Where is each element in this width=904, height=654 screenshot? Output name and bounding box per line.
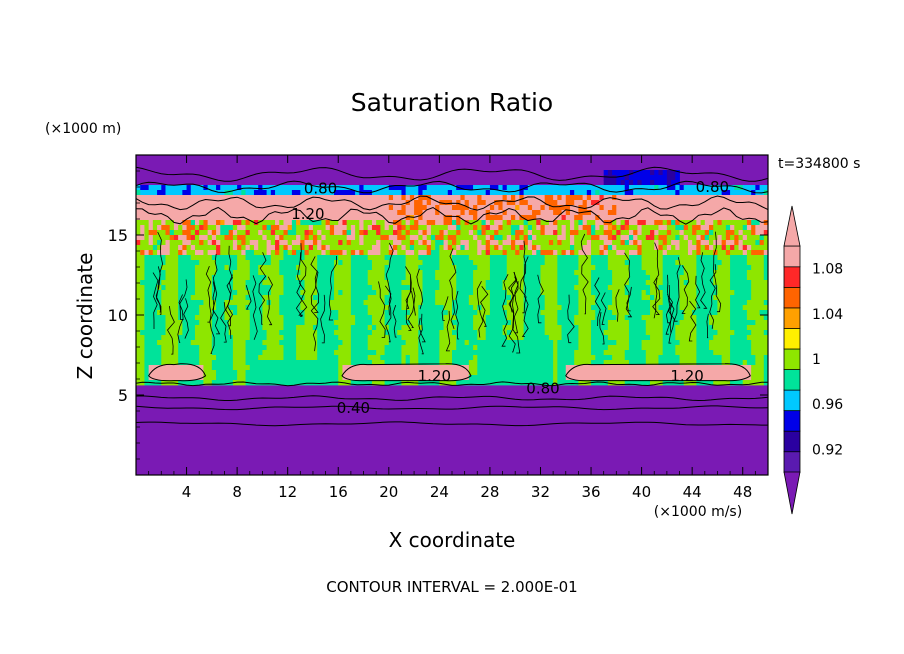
x-tick-label: 20 — [379, 483, 398, 501]
colorbar-segment — [783, 266, 801, 288]
x-tick-label: 12 — [278, 483, 297, 501]
contour-label: 0.80 — [526, 380, 559, 398]
svg-text:0.80: 0.80 — [696, 178, 729, 196]
colorbar-label: 1.08 — [812, 262, 843, 278]
x-tick-label: 16 — [329, 483, 348, 501]
svg-text:0.40: 0.40 — [337, 399, 370, 417]
colorbar-segment — [783, 307, 801, 329]
y-axis-label: Z coordinate — [73, 253, 97, 380]
y-axis: 5 10 15 — [108, 170, 768, 460]
x-tick-label: 28 — [480, 483, 499, 501]
x-tick-label: 4 — [182, 483, 192, 501]
contour-label: 0.80 — [696, 178, 729, 196]
x-tick-label: 8 — [232, 483, 242, 501]
colorbar-segment — [783, 348, 801, 370]
x-unit-label: (×1000 m/s) — [654, 504, 742, 520]
svg-text:0.80: 0.80 — [304, 180, 337, 198]
svg-text:0.80: 0.80 — [526, 380, 559, 398]
contour-lines — [136, 166, 768, 427]
x-axis-label: X coordinate — [389, 528, 516, 552]
contour-interval-note: CONTOUR INTERVAL = 2.000E-01 — [326, 578, 577, 596]
contour-label: 0.80 — [304, 180, 337, 198]
y-unit-label: (×1000 m) — [45, 121, 121, 137]
contour-label: 0.40 — [337, 399, 370, 417]
colorbar-under-arrow — [783, 471, 801, 515]
contour-label: 1.20 — [291, 205, 324, 223]
x-tick-label: 32 — [531, 483, 550, 501]
colorbar-label: 0.92 — [812, 442, 843, 458]
colorbar-segment — [783, 451, 801, 473]
x-tick-label: 44 — [683, 483, 702, 501]
x-tick-label: 40 — [632, 483, 651, 501]
colorbar-label: 1.04 — [812, 307, 843, 323]
contour-label: 1.20 — [670, 367, 703, 385]
colorbar-segment — [783, 368, 801, 391]
chart-title: Saturation Ratio — [351, 88, 553, 117]
svg-text:1.20: 1.20 — [418, 367, 451, 385]
contour-labels: 0.80 0.80 1.20 1.20 1.20 0.80 0.40 — [291, 178, 729, 417]
saturation-field — [136, 155, 768, 475]
y-tick-label: 10 — [108, 306, 128, 325]
colorbar-segment — [783, 245, 801, 268]
colorbar-over-arrow — [783, 205, 801, 247]
colorbar-segment — [783, 430, 801, 453]
colorbar-segment — [783, 409, 801, 432]
colorbar-segment — [783, 389, 801, 412]
y-tick-label: 15 — [108, 226, 128, 245]
x-tick-label: 24 — [430, 483, 449, 501]
colorbar-label: 0.96 — [812, 397, 843, 413]
contour-label: 1.20 — [418, 367, 451, 385]
y-tick-label: 5 — [118, 386, 128, 405]
x-tick-label: 48 — [733, 483, 752, 501]
time-label: t=334800 s — [778, 156, 860, 172]
colorbar-label: 1 — [812, 352, 821, 368]
x-axis: 4 8 12 16 20 24 28 32 36 40 44 48 — [148, 155, 756, 501]
colorbar-segment — [783, 286, 801, 309]
svg-text:1.20: 1.20 — [670, 367, 703, 385]
colorbar-segment — [783, 327, 801, 350]
colorbar: 0.92 0.96 1 1.04 1.08 — [783, 205, 843, 515]
svg-text:1.20: 1.20 — [291, 205, 324, 223]
x-tick-label: 36 — [581, 483, 600, 501]
